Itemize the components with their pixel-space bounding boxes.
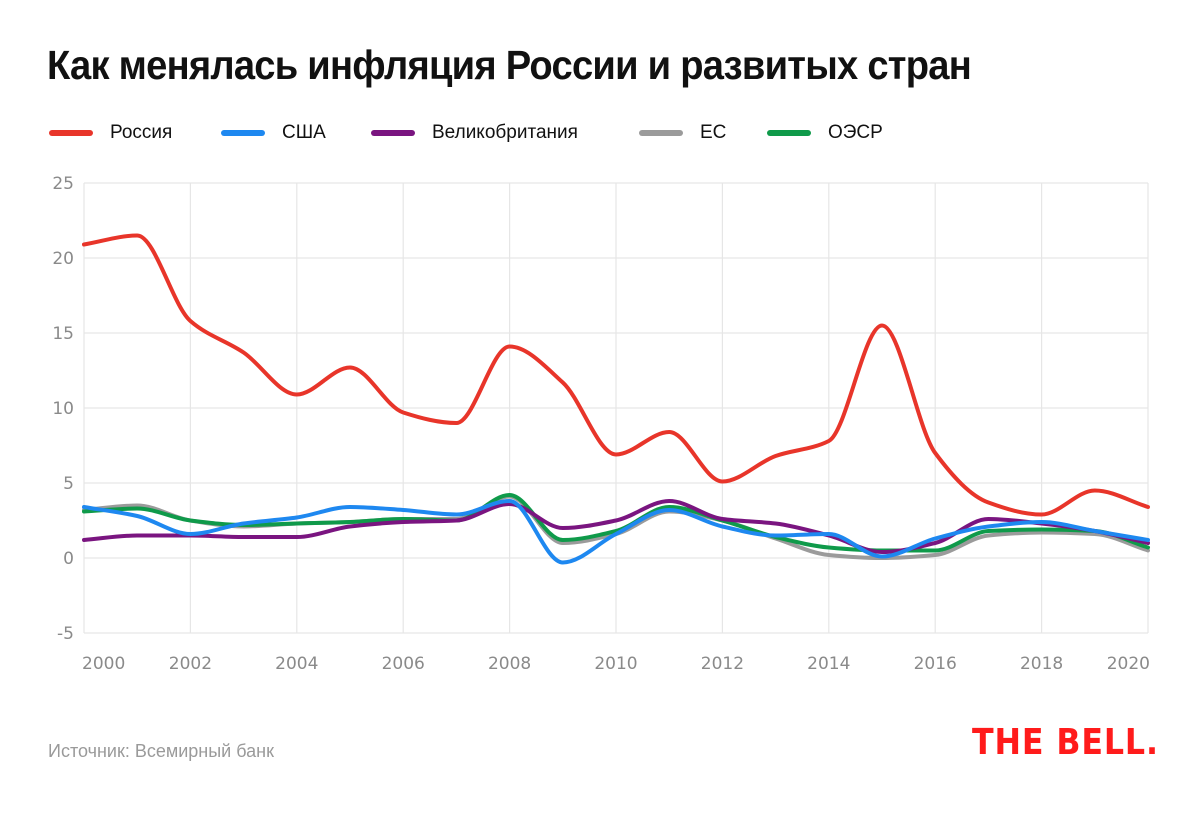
y-tick-label: 10	[52, 399, 74, 419]
chart-title: Как менялась инфляция России и развитых …	[47, 42, 972, 88]
x-tick-label: 2014	[807, 654, 850, 674]
y-tick-label: 15	[52, 324, 74, 344]
x-tick-label: 2010	[594, 654, 637, 674]
y-tick-label: 20	[52, 249, 74, 269]
series-line-usa	[82, 499, 1150, 565]
x-tick-label: 2008	[488, 654, 531, 674]
y-tick-label: -5	[57, 624, 74, 644]
y-tick-label: 0	[63, 549, 74, 569]
legend-label-usa: США	[282, 122, 326, 143]
x-axis-tick-labels: 2000 2002 2004 2006 2008 2010 2012 2014 2016 2018…	[82, 654, 1150, 674]
legend-label-russia: Россия	[110, 122, 173, 143]
legend-swatch-uk	[371, 130, 415, 136]
legend-item-usa: США	[221, 120, 326, 146]
legend-swatch-oecd	[767, 130, 811, 136]
legend-swatch-usa	[221, 130, 265, 136]
legend-item-oecd: ОЭСР	[767, 120, 883, 146]
series-line-oecd	[82, 493, 1150, 553]
legend-swatch-eu	[639, 130, 683, 136]
legend-swatch-russia	[49, 130, 93, 136]
legend-item-eu: ЕС	[639, 120, 726, 146]
x-tick-label: 2002	[169, 654, 212, 674]
x-tick-label: 2012	[701, 654, 744, 674]
series-line-russia	[82, 233, 1150, 517]
x-tick-label: 2000	[82, 654, 125, 674]
y-tick-label: 25	[52, 174, 74, 194]
x-tick-label: 2018	[1020, 654, 1063, 674]
y-axis-tick-labels: 25 20 15 10 5 0 -5	[52, 174, 74, 644]
grid-lines	[83, 182, 1149, 634]
legend-item-russia: Россия	[49, 120, 172, 146]
legend-label-oecd: ОЭСР	[828, 122, 883, 143]
x-tick-label: 2016	[914, 654, 957, 674]
x-tick-label: 2004	[275, 654, 318, 674]
legend-item-uk: Великобритания	[371, 120, 578, 146]
x-tick-label: 2020	[1107, 654, 1150, 674]
line-chart: 25 20 15 10 5 0 -5 2000 2002 2004 2006 2008 2010 201…	[52, 174, 1150, 674]
legend-label-uk: Великобритания	[432, 122, 578, 143]
x-tick-label: 2006	[382, 654, 425, 674]
series-lines	[82, 233, 1150, 565]
legend-label-eu: ЕС	[700, 122, 727, 143]
the-bell-logo: THE BELL.	[972, 722, 1159, 763]
chart-legend: Россия США Великобритания ЕС ОЭСР	[0, 120, 1200, 146]
series-line-uk	[82, 499, 1150, 554]
source-note: Источник: Всемирный банк	[48, 741, 274, 761]
y-tick-label: 5	[63, 474, 74, 494]
